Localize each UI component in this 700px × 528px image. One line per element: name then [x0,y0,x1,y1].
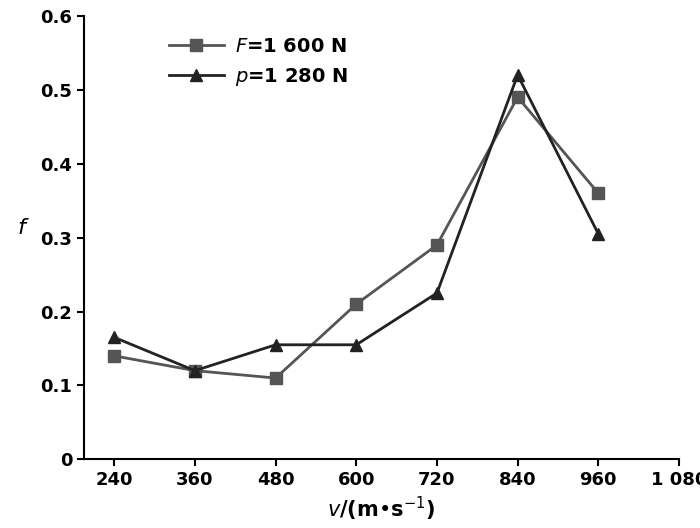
$\it{F}$=1 600 N [190,367,199,374]
$\it{p}$=1 280 N [594,231,603,237]
X-axis label: $\it{v}$/(m•s$^{-1}$): $\it{v}$/(m•s$^{-1}$) [328,495,435,523]
$\it{F}$=1 600 N [272,375,280,381]
$\it{F}$=1 600 N [110,353,118,359]
$\it{p}$=1 280 N [110,334,118,341]
$\it{F}$=1 600 N [513,94,522,100]
Legend: $\it{F}$=1 600 N, $\it{p}$=1 280 N: $\it{F}$=1 600 N, $\it{p}$=1 280 N [162,29,356,96]
$\it{p}$=1 280 N [190,367,199,374]
$\it{p}$=1 280 N [513,72,522,78]
$\it{F}$=1 600 N [433,242,441,248]
Line: $\it{F}$=1 600 N: $\it{F}$=1 600 N [108,91,604,384]
Line: $\it{p}$=1 280 N: $\it{p}$=1 280 N [108,69,604,376]
$\it{F}$=1 600 N [352,301,361,307]
$\it{F}$=1 600 N [594,190,603,196]
$\it{p}$=1 280 N [272,342,280,348]
Y-axis label: $\it{f}$: $\it{f}$ [18,218,30,238]
$\it{p}$=1 280 N [352,342,361,348]
$\it{p}$=1 280 N [433,290,441,296]
